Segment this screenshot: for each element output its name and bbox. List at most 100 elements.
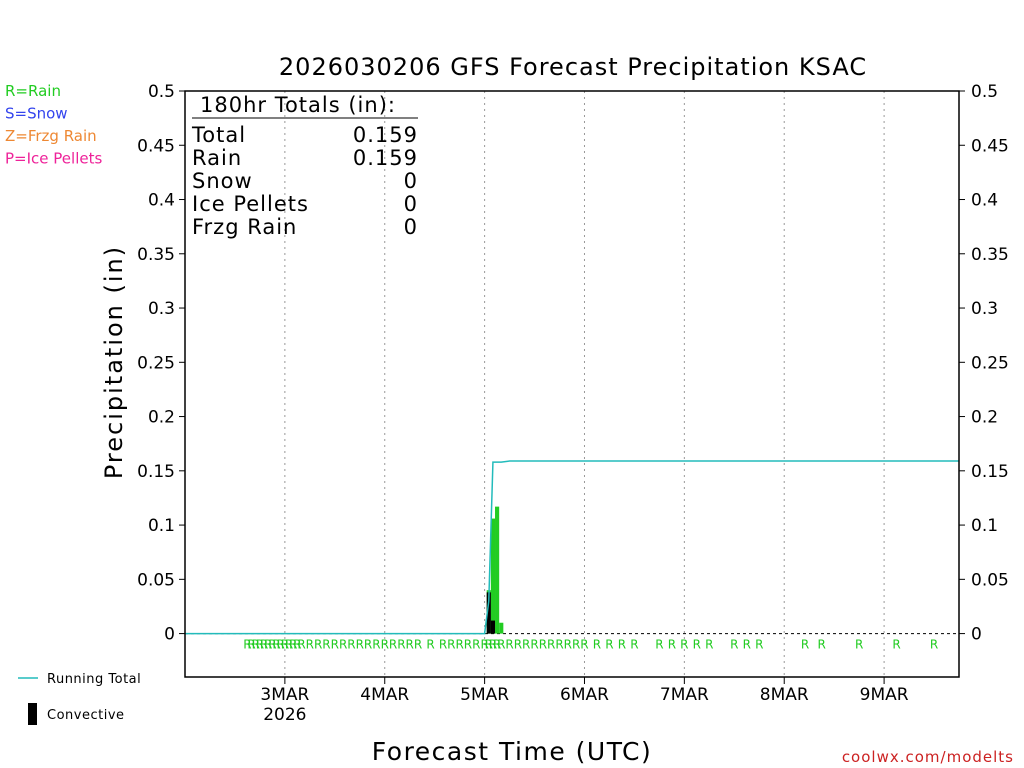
totals-row-label: Rain [192,146,242,170]
y-tick-label-left: 0.5 [148,82,175,102]
y-tick-label-right: 0.15 [971,462,1009,482]
rain-type-mark: R [555,638,563,652]
series-legend: Running Total Convective [18,672,141,725]
rain-type-mark: R [680,638,688,652]
rain-type-mark: R [572,638,580,652]
rain-type-mark: R [281,638,289,652]
rain-type-mark: R [247,638,255,652]
rain-bar [499,622,504,634]
y-tick-label-left: 0.25 [137,353,175,373]
rain-type-mark: R [285,638,293,652]
rain-type-mark: R [322,638,330,652]
chart-title: 2026030206 GFS Forecast Precipitation KS… [279,53,867,81]
rain-type-mark: R [347,638,355,652]
y-tick-label-right: 0.5 [971,82,998,102]
rain-type-mark: R [693,638,701,652]
x-tick-label: 4MAR [360,685,409,705]
totals-row-value: 0 [404,192,418,216]
rain-type-mark: R [472,638,480,652]
rain-type-mark: R [818,638,826,652]
rain-type-mark: R [505,638,513,652]
rain-type-mark: R [397,638,405,652]
rain-type-mark: R [730,638,738,652]
rain-type-mark: R [539,638,547,652]
x-tick-label: 8MAR [760,685,809,705]
rain-type-mark: R [297,638,305,652]
rain-type-mark: R [381,638,389,652]
plot-frame [184,90,960,678]
rain-type-mark: R [514,638,522,652]
totals-box: 180hr Totals (in): Total 0.159 Rain 0.159 Sn… [191,93,418,239]
y-tick-label-right: 0.25 [971,353,1009,373]
x-tick-label: 6MAR [560,685,609,705]
rain-type-mark: R [252,638,260,652]
totals-heading: 180hr Totals (in): [200,93,396,117]
y-tick-label-left: 0 [164,625,175,645]
rain-type-mark: R [414,638,422,652]
x-tick-label: 5MAR [460,685,509,705]
rain-type-mark: R [464,638,472,652]
rain-type-mark: R [493,638,501,652]
rain-type-mark: R [356,638,364,652]
totals-row-value: 0.159 [353,123,418,147]
y-tick-label-left: 0.35 [137,245,175,265]
rain-type-mark: R [522,638,530,652]
rain-type-mark: R [618,638,626,652]
rain-type-mark: R [593,638,601,652]
rain-type-mark: R [447,638,455,652]
rain-type-mark: R [426,638,434,652]
y-tick-label-right: 0.05 [971,570,1009,590]
type-legend-entry: R=Rain [5,82,61,100]
y-tick-label-left: 0.05 [137,570,175,590]
rain-type-mark: R [364,638,372,652]
rain-type-mark: R [264,638,272,652]
totals-row-label: Frzg Rain [192,215,297,239]
totals-row-value: 0 [404,215,418,239]
rain-type-mark: R [530,638,538,652]
rain-type-mark: R [485,638,493,652]
type-legend-entry: P=Ice Pellets [5,150,102,168]
rain-type-mark: R [289,638,297,652]
y-tick-label-left: 0.3 [148,299,175,319]
rain-type-mark: R [389,638,397,652]
rain-type-mark: R [268,638,276,652]
gridlines [185,91,959,677]
rain-type-mark: R [272,638,280,652]
convective-bar [486,592,491,634]
series-legend-label: Convective [47,708,125,723]
x-tick-label: 3MAR [260,685,309,705]
totals-row-label: Ice Pellets [192,192,309,216]
running-total-line [185,460,959,635]
rain-type-mark: R [892,638,900,652]
credit-text: coolwx.com/modelts [842,748,1014,766]
rain-type-mark: R [243,638,251,652]
x-tick-sublabel: 2026 [263,705,306,725]
rain-type-mark: R [480,638,488,652]
y-tick-label-right: 0.4 [971,191,998,211]
rain-type-mark: R [489,638,497,652]
totals-row-label: Snow [192,169,253,193]
rain-type-mark: R [439,638,447,652]
rain-type-mark: R [564,638,572,652]
rain-type-mark: R [580,638,588,652]
y-tick-labels-left: 0 0.05 0.1 0.15 0.2 0.25 0.3 0.35 0.4 0.45 0.5 [137,82,185,645]
rain-type-mark: R [605,638,613,652]
rain-type-mark: R [293,638,301,652]
rain-type-mark: R [406,638,414,652]
rain-bar [490,518,496,634]
legend-swatch-bar [28,703,37,725]
y-axis-label: Precipitation (in) [100,245,128,479]
y-tick-label-right: 0.2 [971,408,998,428]
rain-type-mark: R [743,638,751,652]
rain-type-mark: R [256,638,264,652]
rain-type-mark: R [930,638,938,652]
x-axis-label: Forecast Time (UTC) [372,737,652,766]
rain-type-mark: R [497,638,505,652]
rain-type-mark: R [705,638,713,652]
y-tick-label-right: 0 [971,625,982,645]
series-legend-label: Running Total [47,672,141,687]
rain-type-mark: R [314,638,322,652]
